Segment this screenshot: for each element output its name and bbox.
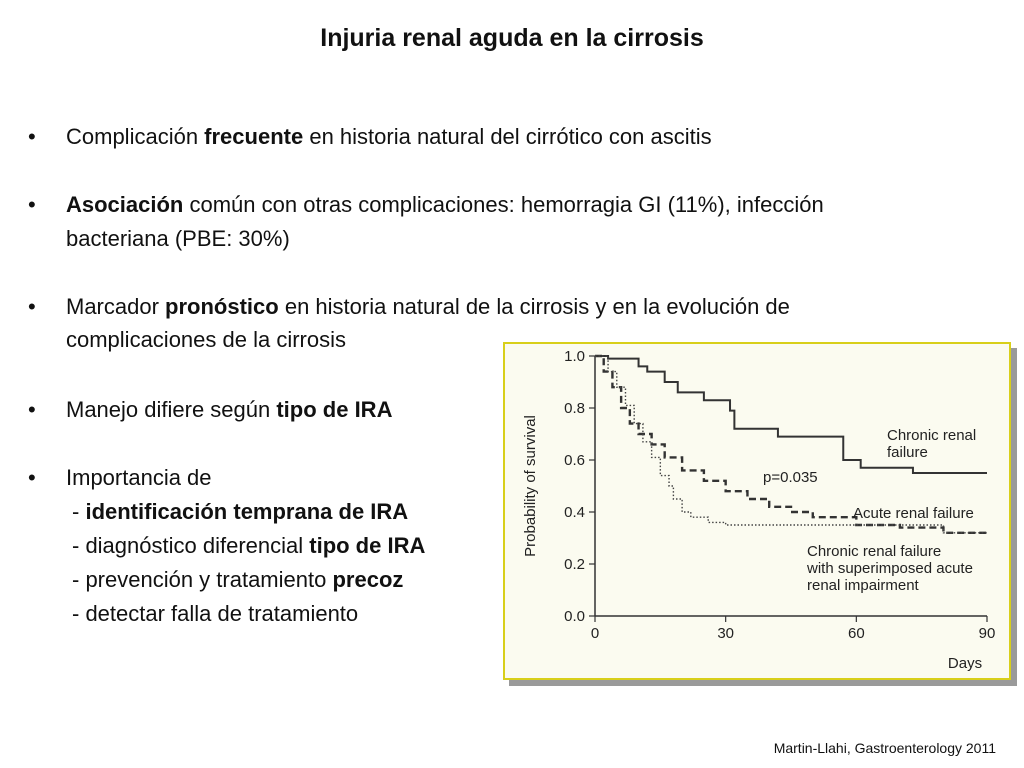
bold-run: tipo de IRA (276, 397, 393, 422)
bullet-text: Importancia de (66, 463, 212, 493)
p-value-annotation: p=0.035 (763, 469, 818, 486)
text-run: - detectar falla de tratamiento (72, 601, 359, 626)
survival-figure: 0.0 0.2 0.4 0.6 0.8 1.0 0 30 60 90 Days Probability… (503, 342, 1011, 680)
x-axis-title: Days (948, 655, 982, 672)
bold-run: precoz (332, 567, 404, 592)
text-run: Importancia de (66, 465, 212, 490)
y-tick-label: 0.8 (564, 400, 585, 417)
text-run: Marcador (66, 294, 166, 319)
sub-item: - prevención y tratamiento precoz (72, 565, 403, 595)
bullet-text: Marcador pronóstico en historia natural … (66, 292, 790, 322)
bullet-marker: • (28, 294, 36, 319)
y-tick-label: 0.6 (564, 452, 585, 469)
text-run: en historia natural de la cirrosis y en … (278, 294, 790, 319)
bullet-text: Manejo difiere según tipo de IRA (66, 395, 392, 425)
text-run: Manejo difiere según (66, 397, 277, 422)
bold-run: frecuente (204, 124, 304, 149)
y-tick-label: 0.4 (564, 504, 585, 521)
x-tick-label: 60 (848, 625, 865, 642)
bullet-marker: • (28, 465, 36, 490)
sub-item: - identificación temprana de IRA (72, 497, 408, 527)
series-line-3 (595, 355, 987, 534)
series-label-3: renal impairment (807, 577, 920, 594)
sub-item: - detectar falla de tratamiento (72, 599, 358, 629)
bullet-text: Complicación frecuente en historia natur… (66, 122, 712, 152)
series-line-1 (595, 355, 987, 474)
series-label-3: Chronic renal failure (807, 543, 941, 560)
bold-run: Asociación (66, 192, 184, 217)
text-run: común con otras complicaciones: hemorrag… (183, 192, 824, 217)
bold-run: pronóstico (165, 294, 279, 319)
bullet-continuation: bacteriana (PBE: 30%) (66, 226, 290, 251)
series-line-2 (595, 354, 989, 536)
bullet-marker: • (28, 192, 36, 217)
bold-run: tipo de IRA (309, 533, 426, 558)
y-axis-title: Probability of survival (522, 415, 539, 557)
series-label-3: with superimposed acute (806, 560, 973, 577)
x-tick-label: 0 (591, 625, 599, 642)
x-tick-label: 90 (979, 625, 996, 642)
bullet-marker: • (28, 124, 36, 149)
y-tick-label: 1.0 (564, 348, 585, 365)
series-label-2: Acute renal failure (853, 505, 974, 522)
bullet-text: Asociación común con otras complicacione… (66, 190, 824, 220)
text-run: - (72, 499, 86, 524)
text-run: - diagnóstico diferencial (72, 533, 310, 558)
text-run: en historia natural del cirrótico con as… (303, 124, 712, 149)
text-run: - prevención y tratamiento (72, 567, 333, 592)
bullet-marker: • (28, 397, 36, 422)
text-run: Complicación (66, 124, 205, 149)
y-tick-label: 0.2 (564, 556, 585, 573)
survival-chart: 0.0 0.2 0.4 0.6 0.8 1.0 0 30 60 90 Days Probability… (522, 348, 996, 672)
x-tick-label: 30 (717, 625, 734, 642)
citation: Martin-Llahi, Gastroenterology 2011 (773, 740, 996, 756)
series-label-1: failure (887, 444, 928, 461)
sub-item: - diagnóstico diferencial tipo de IRA (72, 531, 425, 561)
y-tick-label: 0.0 (564, 608, 585, 625)
bold-run: identificación temprana de IRA (85, 499, 409, 524)
slide-title: Injuria renal aguda en la cirrosis (320, 24, 704, 52)
bullet-continuation: complicaciones de la cirrosis (66, 327, 346, 352)
series-label-1: Chronic renal (887, 427, 976, 444)
